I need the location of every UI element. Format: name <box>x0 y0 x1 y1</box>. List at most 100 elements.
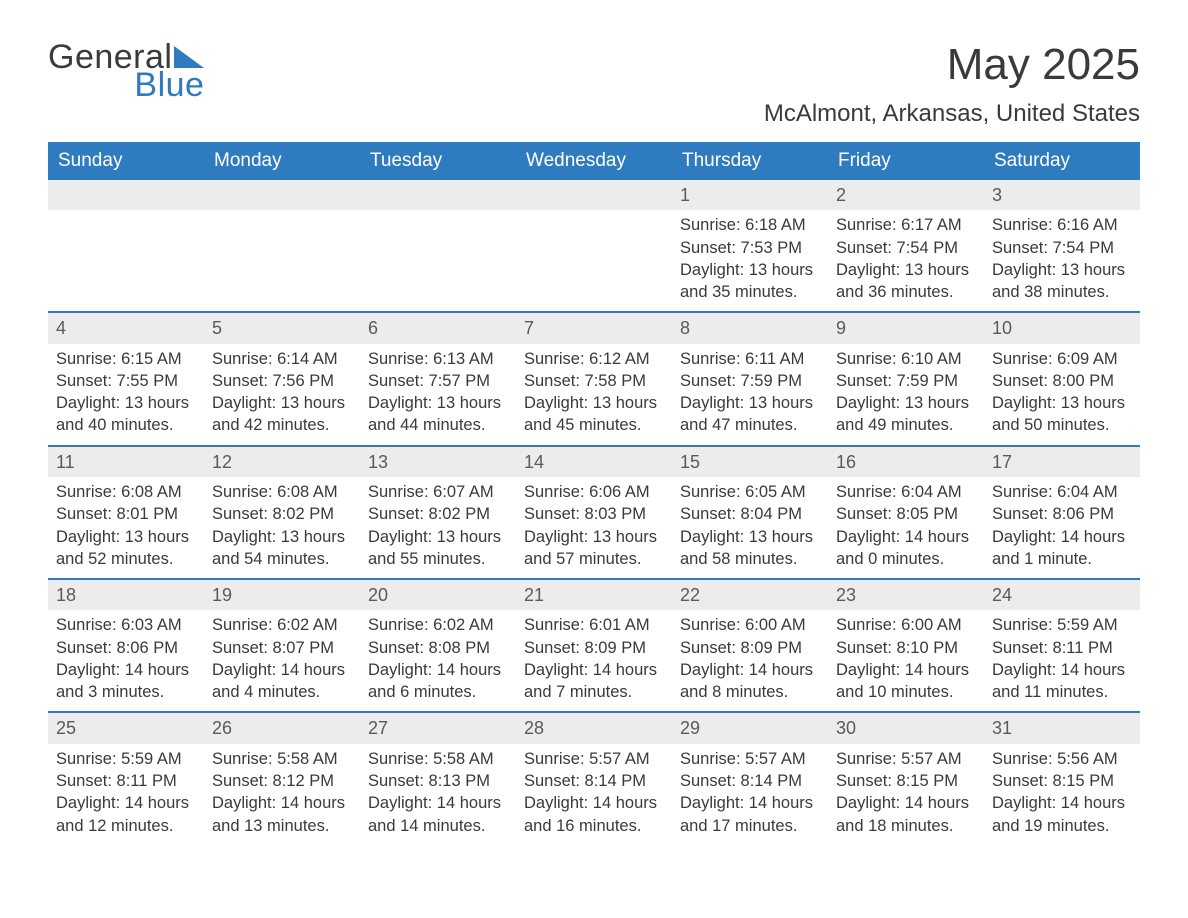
day-number: 4 <box>48 313 204 343</box>
daylight-line: Daylight: 13 hours and 55 minutes. <box>368 526 508 571</box>
day-number: 26 <box>204 713 360 743</box>
daylight-line: Daylight: 14 hours and 1 minute. <box>992 526 1132 571</box>
day-number: 30 <box>828 713 984 743</box>
sunset-line: Sunset: 8:12 PM <box>212 770 352 792</box>
weekday-header-row: SundayMondayTuesdayWednesdayThursdayFrid… <box>48 142 1140 180</box>
daylight-line: Daylight: 14 hours and 8 minutes. <box>680 659 820 704</box>
day-cell: 21Sunrise: 6:01 AMSunset: 8:09 PMDayligh… <box>516 580 672 711</box>
sunrise-line: Sunrise: 6:05 AM <box>680 481 820 503</box>
day-number: 13 <box>360 447 516 477</box>
daylight-line: Daylight: 14 hours and 6 minutes. <box>368 659 508 704</box>
day-body: Sunrise: 5:59 AMSunset: 8:11 PMDaylight:… <box>984 610 1140 711</box>
sunrise-line: Sunrise: 6:12 AM <box>524 348 664 370</box>
day-body <box>516 210 672 222</box>
sunrise-line: Sunrise: 6:01 AM <box>524 614 664 636</box>
daylight-line: Daylight: 14 hours and 12 minutes. <box>56 792 196 837</box>
daylight-line: Daylight: 13 hours and 45 minutes. <box>524 392 664 437</box>
day-cell: 31Sunrise: 5:56 AMSunset: 8:15 PMDayligh… <box>984 713 1140 844</box>
day-body: Sunrise: 6:12 AMSunset: 7:58 PMDaylight:… <box>516 344 672 445</box>
day-number: 6 <box>360 313 516 343</box>
sunset-line: Sunset: 7:55 PM <box>56 370 196 392</box>
day-body: Sunrise: 5:57 AMSunset: 8:14 PMDaylight:… <box>516 744 672 845</box>
day-cell: 7Sunrise: 6:12 AMSunset: 7:58 PMDaylight… <box>516 313 672 444</box>
day-number: 12 <box>204 447 360 477</box>
day-body: Sunrise: 6:08 AMSunset: 8:01 PMDaylight:… <box>48 477 204 578</box>
day-body: Sunrise: 6:00 AMSunset: 8:09 PMDaylight:… <box>672 610 828 711</box>
day-cell: 20Sunrise: 6:02 AMSunset: 8:08 PMDayligh… <box>360 580 516 711</box>
daylight-line: Daylight: 14 hours and 7 minutes. <box>524 659 664 704</box>
day-cell: 17Sunrise: 6:04 AMSunset: 8:06 PMDayligh… <box>984 447 1140 578</box>
month-title: May 2025 <box>764 40 1140 90</box>
sunrise-line: Sunrise: 6:15 AM <box>56 348 196 370</box>
day-body: Sunrise: 6:17 AMSunset: 7:54 PMDaylight:… <box>828 210 984 311</box>
day-number: 3 <box>984 180 1140 210</box>
sunset-line: Sunset: 8:14 PM <box>680 770 820 792</box>
day-cell <box>204 180 360 311</box>
day-body: Sunrise: 6:03 AMSunset: 8:06 PMDaylight:… <box>48 610 204 711</box>
daylight-line: Daylight: 13 hours and 36 minutes. <box>836 259 976 304</box>
sunrise-line: Sunrise: 6:02 AM <box>212 614 352 636</box>
weekday-header: Thursday <box>672 142 828 180</box>
daylight-line: Daylight: 13 hours and 57 minutes. <box>524 526 664 571</box>
day-number: 1 <box>672 180 828 210</box>
day-number: 2 <box>828 180 984 210</box>
sunset-line: Sunset: 8:14 PM <box>524 770 664 792</box>
day-number: 16 <box>828 447 984 477</box>
daylight-line: Daylight: 14 hours and 14 minutes. <box>368 792 508 837</box>
day-cell: 29Sunrise: 5:57 AMSunset: 8:14 PMDayligh… <box>672 713 828 844</box>
sunrise-line: Sunrise: 6:00 AM <box>836 614 976 636</box>
day-body: Sunrise: 5:59 AMSunset: 8:11 PMDaylight:… <box>48 744 204 845</box>
day-cell: 4Sunrise: 6:15 AMSunset: 7:55 PMDaylight… <box>48 313 204 444</box>
sunset-line: Sunset: 8:06 PM <box>56 637 196 659</box>
daylight-line: Daylight: 13 hours and 58 minutes. <box>680 526 820 571</box>
day-cell: 8Sunrise: 6:11 AMSunset: 7:59 PMDaylight… <box>672 313 828 444</box>
day-body: Sunrise: 5:57 AMSunset: 8:15 PMDaylight:… <box>828 744 984 845</box>
sunset-line: Sunset: 7:56 PM <box>212 370 352 392</box>
day-number: 20 <box>360 580 516 610</box>
day-number: 19 <box>204 580 360 610</box>
sunset-line: Sunset: 8:06 PM <box>992 503 1132 525</box>
daylight-line: Daylight: 14 hours and 19 minutes. <box>992 792 1132 837</box>
sunset-line: Sunset: 8:15 PM <box>992 770 1132 792</box>
daylight-line: Daylight: 13 hours and 40 minutes. <box>56 392 196 437</box>
sunset-line: Sunset: 7:59 PM <box>680 370 820 392</box>
daylight-line: Daylight: 13 hours and 50 minutes. <box>992 392 1132 437</box>
day-cell: 24Sunrise: 5:59 AMSunset: 8:11 PMDayligh… <box>984 580 1140 711</box>
sunset-line: Sunset: 8:15 PM <box>836 770 976 792</box>
sunset-line: Sunset: 8:03 PM <box>524 503 664 525</box>
weekday-header: Wednesday <box>516 142 672 180</box>
day-number: 8 <box>672 313 828 343</box>
day-cell: 10Sunrise: 6:09 AMSunset: 8:00 PMDayligh… <box>984 313 1140 444</box>
sunrise-line: Sunrise: 6:04 AM <box>836 481 976 503</box>
sunset-line: Sunset: 8:07 PM <box>212 637 352 659</box>
sunset-line: Sunset: 7:54 PM <box>836 237 976 259</box>
sunrise-line: Sunrise: 6:11 AM <box>680 348 820 370</box>
sunrise-line: Sunrise: 6:02 AM <box>368 614 508 636</box>
day-cell: 18Sunrise: 6:03 AMSunset: 8:06 PMDayligh… <box>48 580 204 711</box>
day-number: 5 <box>204 313 360 343</box>
sunset-line: Sunset: 8:09 PM <box>524 637 664 659</box>
day-number: 24 <box>984 580 1140 610</box>
day-body: Sunrise: 6:15 AMSunset: 7:55 PMDaylight:… <box>48 344 204 445</box>
daylight-line: Daylight: 14 hours and 18 minutes. <box>836 792 976 837</box>
day-cell <box>516 180 672 311</box>
weekday-header: Saturday <box>984 142 1140 180</box>
day-body: Sunrise: 6:10 AMSunset: 7:59 PMDaylight:… <box>828 344 984 445</box>
day-number: 15 <box>672 447 828 477</box>
sunset-line: Sunset: 8:13 PM <box>368 770 508 792</box>
day-body: Sunrise: 6:08 AMSunset: 8:02 PMDaylight:… <box>204 477 360 578</box>
week-row: 11Sunrise: 6:08 AMSunset: 8:01 PMDayligh… <box>48 445 1140 578</box>
week-row: 4Sunrise: 6:15 AMSunset: 7:55 PMDaylight… <box>48 311 1140 444</box>
sunset-line: Sunset: 7:58 PM <box>524 370 664 392</box>
day-number: 27 <box>360 713 516 743</box>
day-body <box>204 210 360 222</box>
day-number: 17 <box>984 447 1140 477</box>
day-body: Sunrise: 6:18 AMSunset: 7:53 PMDaylight:… <box>672 210 828 311</box>
day-number: 31 <box>984 713 1140 743</box>
sunset-line: Sunset: 8:04 PM <box>680 503 820 525</box>
daylight-line: Daylight: 14 hours and 11 minutes. <box>992 659 1132 704</box>
day-cell: 26Sunrise: 5:58 AMSunset: 8:12 PMDayligh… <box>204 713 360 844</box>
week-row: 25Sunrise: 5:59 AMSunset: 8:11 PMDayligh… <box>48 711 1140 844</box>
sunset-line: Sunset: 8:05 PM <box>836 503 976 525</box>
day-number <box>516 180 672 210</box>
